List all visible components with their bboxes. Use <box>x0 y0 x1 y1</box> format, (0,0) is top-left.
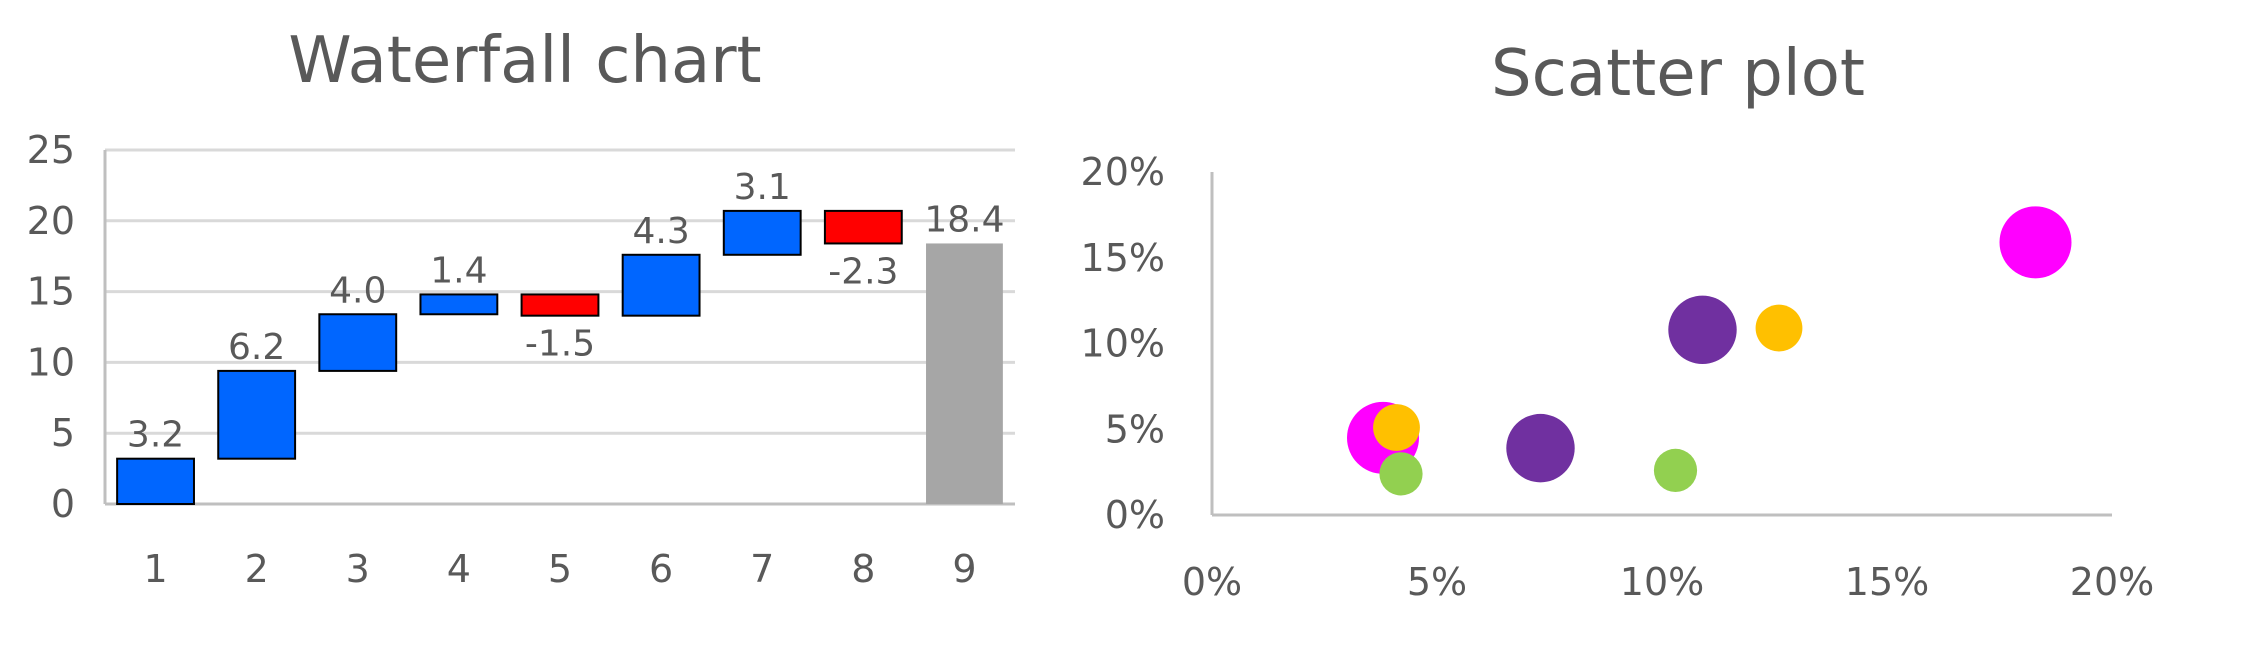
waterfall-data-label: -2.3 <box>828 251 898 292</box>
waterfall-decrease-bar <box>823 209 903 245</box>
waterfall-data-label: -1.5 <box>525 324 595 365</box>
scatter-bubble <box>1999 206 2072 279</box>
scatter-x-tick-label: 15% <box>1845 560 1929 604</box>
scatter-x-axis: 0% 5% 10% 15% 20% <box>1182 560 2154 604</box>
waterfall-x-axis: 1 2 3 4 5 6 7 8 9 <box>143 547 976 591</box>
waterfall-decrease-bar <box>520 293 600 317</box>
waterfall-data-label: 3.1 <box>734 167 791 208</box>
waterfall-x-tick-label: 6 <box>649 547 673 591</box>
waterfall-y-tick-label: 20 <box>27 199 75 243</box>
waterfall-y-tick-label: 25 <box>27 128 75 172</box>
waterfall-data-label: 18.4 <box>924 199 1004 240</box>
waterfall-y-tick-label: 15 <box>27 270 75 314</box>
waterfall-x-tick-label: 9 <box>952 547 976 591</box>
waterfall-increase-bar <box>318 313 398 372</box>
waterfall-increase-bar <box>419 293 499 316</box>
scatter-y-tick-label: 5% <box>1105 407 1165 451</box>
waterfall-x-tick-label: 3 <box>346 547 370 591</box>
waterfall-increase-bar <box>217 369 297 460</box>
scatter-bubble <box>1755 304 1803 352</box>
scatter-bubble <box>1653 448 1698 493</box>
waterfall-total-bar <box>926 243 1003 504</box>
scatter-chart: Scatter plot 0% 5% 10% 15% 20% 0% 5% 10% 15% 20% <box>1081 37 2155 604</box>
waterfall-y-axis: 0 5 10 15 20 25 <box>27 128 75 526</box>
waterfall-x-tick-label: 1 <box>143 547 167 591</box>
waterfall-data-label: 4.3 <box>632 211 689 252</box>
scatter-title: Scatter plot <box>1491 37 1865 111</box>
scatter-bubble <box>1373 404 1420 451</box>
waterfall-increase-bar <box>116 457 195 505</box>
scatter-axes <box>1210 172 2112 517</box>
waterfall-data-label: 6.2 <box>228 327 285 368</box>
scatter-bubble <box>1506 413 1575 483</box>
scatter-x-tick-label: 10% <box>1620 560 1704 604</box>
scatter-x-tick-label: 0% <box>1182 560 1242 604</box>
waterfall-x-tick-label: 8 <box>851 547 875 591</box>
waterfall-x-tick-label: 2 <box>245 547 269 591</box>
waterfall-x-tick-label: 5 <box>548 547 572 591</box>
waterfall-data-label: 4.0 <box>329 270 386 311</box>
scatter-y-tick-label: 10% <box>1081 322 1165 366</box>
waterfall-data-label: 3.2 <box>127 415 184 456</box>
waterfall-y-tick-label: 0 <box>51 482 75 526</box>
waterfall-x-tick-label: 7 <box>750 547 774 591</box>
waterfall-y-tick-label: 10 <box>27 340 75 384</box>
scatter-y-tick-label: 0% <box>1105 493 1165 537</box>
waterfall-y-tick-label: 5 <box>51 411 75 455</box>
waterfall-x-tick-label: 4 <box>447 547 471 591</box>
waterfall-data-labels: 3.2 6.2 4.0 1.4 -1.5 4.3 3.1 -2.3 18.4 <box>127 167 1005 456</box>
scatter-y-tick-label: 15% <box>1081 236 1165 280</box>
waterfall-bars <box>116 209 1003 505</box>
scatter-y-axis: 0% 5% 10% 15% 20% <box>1081 150 1165 537</box>
scatter-bubble <box>1668 295 1737 364</box>
scatter-x-tick-label: 20% <box>2070 560 2154 604</box>
waterfall-increase-bar <box>621 253 701 317</box>
waterfall-title: Waterfall chart <box>288 24 761 98</box>
scatter-bubble <box>1379 452 1423 496</box>
scatter-y-tick-label: 20% <box>1081 150 1165 194</box>
waterfall-data-label: 1.4 <box>430 250 487 291</box>
scatter-points <box>1347 206 2072 496</box>
scatter-x-tick-label: 5% <box>1407 560 1467 604</box>
waterfall-increase-bar <box>722 209 802 256</box>
